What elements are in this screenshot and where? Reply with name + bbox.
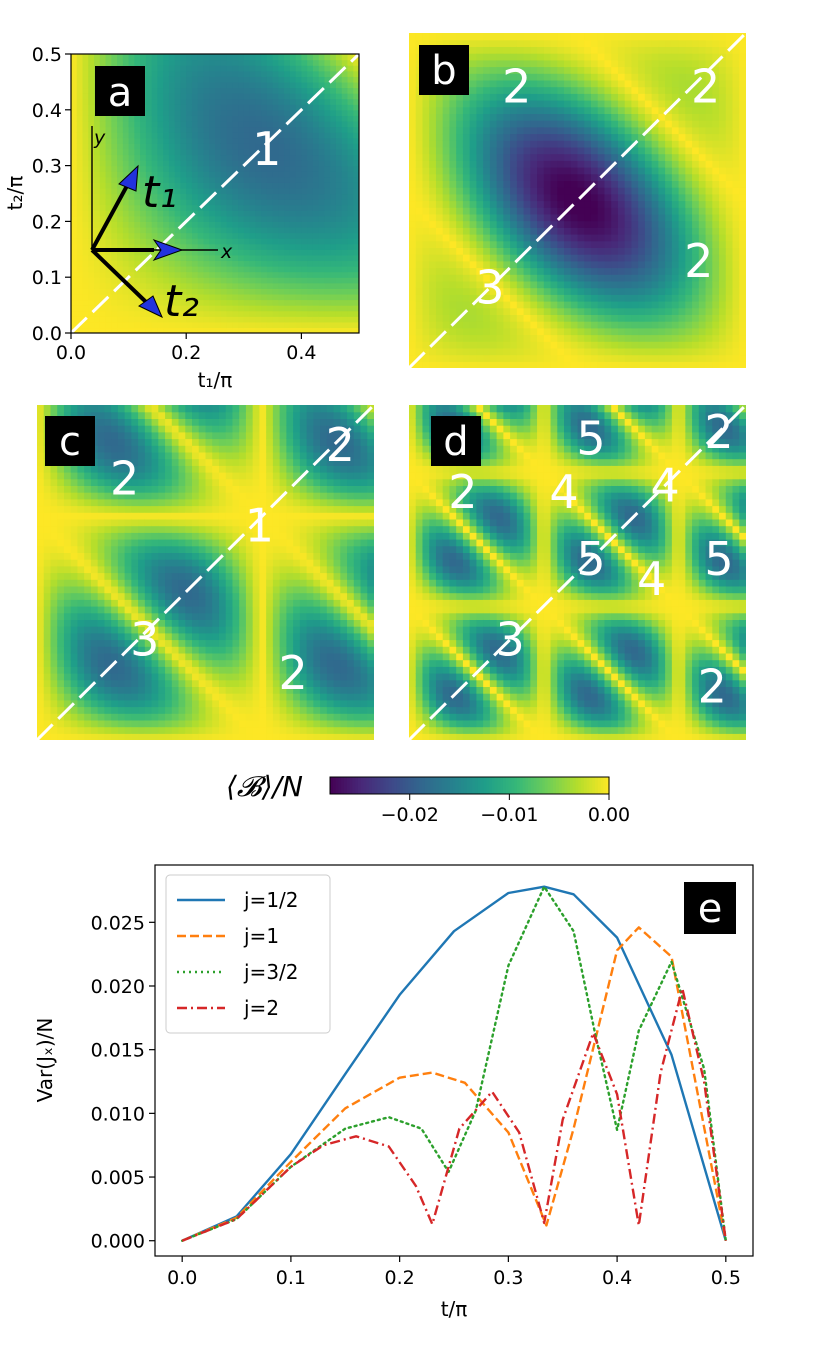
y-tick-label: 0.025 <box>91 912 145 934</box>
region-label: 2 <box>326 418 355 472</box>
x-tick-label: 0.4 <box>286 342 316 364</box>
y-tick-label: 0.4 <box>32 100 62 122</box>
t2-vector-label: t₂ <box>164 276 199 327</box>
panel-e-series <box>181 885 727 1242</box>
x-tick-label: 0.0 <box>56 342 86 364</box>
y-tick-label: 0.0 <box>32 323 62 345</box>
x-tick-label: 0.3 <box>493 1267 523 1289</box>
y-tick-label: 0.005 <box>91 1167 145 1189</box>
y-tick-label: 0.015 <box>91 1040 145 1062</box>
inset-x-axis-label: x <box>220 241 233 263</box>
colorbar-tick-label: 0.00 <box>588 804 630 826</box>
region-label: 2 <box>704 405 733 459</box>
region-label: 3 <box>495 613 524 667</box>
region-label: 5 <box>576 412 605 466</box>
panel-a-x-label: t₁/π <box>198 368 233 392</box>
panel-c-badge: c <box>45 416 95 466</box>
x-tick-label: 0.2 <box>171 342 201 364</box>
panel-e-line-chart: 0.0 0.1 0.2 0.3 0.4 0.5 0.0000.0050.0100.0150… <box>33 864 754 1321</box>
panel-e-y-ticks: 0.000 0.005 0.010 0.015 0.020 0.025 <box>91 912 155 1253</box>
panel-d-heatmap: 25 24 45 4 532 <box>409 405 746 740</box>
panel-a-x-ticks: 0.0 0.2 0.4 <box>56 333 317 364</box>
region-label: 4 <box>650 458 679 512</box>
legend-item: j=1 <box>243 924 279 948</box>
region-label: 3 <box>475 261 504 315</box>
region-label: 2 <box>698 659 727 713</box>
colorbar-tick-label: −0.02 <box>381 804 439 826</box>
diagonal-dashed-line <box>409 33 746 368</box>
y-tick-label: 0.2 <box>32 211 62 233</box>
x-tick-label: 0.4 <box>602 1267 632 1289</box>
panel-e-x-ticks: 0.0 0.1 0.2 0.3 0.4 0.5 <box>167 1256 741 1289</box>
t2-arrowhead-icon <box>138 295 163 319</box>
colorbar-ticks: −0.02 −0.01 0.00 <box>381 794 630 826</box>
x-tick-label: 0.5 <box>711 1267 741 1289</box>
colorbar: ⟨𝓑⟩/N −0.02 −0.01 0.00 <box>226 770 630 826</box>
legend-item: j=3/2 <box>243 960 299 984</box>
x-tick-label: 0.0 <box>167 1267 197 1289</box>
y-tick-label: 0.1 <box>32 267 62 289</box>
inset-y-axis-label: y <box>93 127 106 149</box>
region-label: 4 <box>549 465 578 519</box>
series-line <box>181 987 727 1242</box>
t1-vector-label: t₁ <box>142 167 177 218</box>
x-tick-label: 0.2 <box>385 1267 415 1289</box>
panel-e-y-label: Var(Jₓ)/N <box>33 1018 57 1103</box>
region-label: 5 <box>576 532 605 586</box>
series-line <box>181 885 727 1242</box>
y-tick-label: 0.000 <box>91 1231 145 1253</box>
panel-e-x-label: t/π <box>441 1297 468 1321</box>
diagonal-dashed-line <box>71 54 359 333</box>
y-tick-label: 0.020 <box>91 976 145 998</box>
series-line <box>181 885 727 1242</box>
diagonal-dashed-line <box>37 405 374 740</box>
region-label: 2 <box>110 452 139 506</box>
x-arrowhead-icon <box>152 239 184 261</box>
colorbar-gradient <box>330 777 610 794</box>
y-tick-label: 0.5 <box>32 44 62 66</box>
panel-d-badge: d <box>431 416 481 466</box>
colorbar-tick-label: −0.01 <box>480 804 538 826</box>
panel-a-y-ticks: 0.0 0.1 0.2 0.3 0.4 0.5 <box>32 44 71 345</box>
panel-a-badge: a <box>95 66 145 116</box>
region-label: 2 <box>502 60 531 114</box>
panel-e-badge: e <box>684 882 736 934</box>
diagonal-dashed-line <box>409 405 746 740</box>
panel-a-vector-inset: y x t₁ t₂ <box>90 126 233 327</box>
y-tick-label: 0.3 <box>32 156 62 178</box>
legend: j=1/2 j=1 j=3/2 j=2 <box>165 874 331 1034</box>
colorbar-label: ⟨𝓑⟩/N <box>226 770 303 803</box>
panel-b-heatmap: 2 2 2 3 <box>409 33 746 368</box>
y-tick-label: 0.010 <box>91 1103 145 1125</box>
region-label: 2 <box>691 60 720 114</box>
region-label: 2 <box>684 234 713 288</box>
t1-arrowhead-icon <box>118 164 139 192</box>
region-label: 1 <box>252 122 281 176</box>
panel-a-axes: 0.0 0.2 0.4 0.0 0.1 0.2 0.3 0.4 0.5 t₁/π t₂/π <box>3 44 360 392</box>
panel-b-badge: b <box>419 45 469 95</box>
region-label: 2 <box>448 465 477 519</box>
series-line <box>181 926 727 1242</box>
legend-item: j=2 <box>243 996 279 1020</box>
legend-item: j=1/2 <box>243 888 299 912</box>
panel-a-y-label: t₂/π <box>3 176 27 211</box>
region-label: 1 <box>245 499 274 553</box>
region-label: 3 <box>130 613 159 667</box>
region-label: 4 <box>637 552 666 606</box>
region-label: 2 <box>278 646 307 700</box>
x-tick-label: 0.1 <box>276 1267 306 1289</box>
region-label: 5 <box>704 532 733 586</box>
